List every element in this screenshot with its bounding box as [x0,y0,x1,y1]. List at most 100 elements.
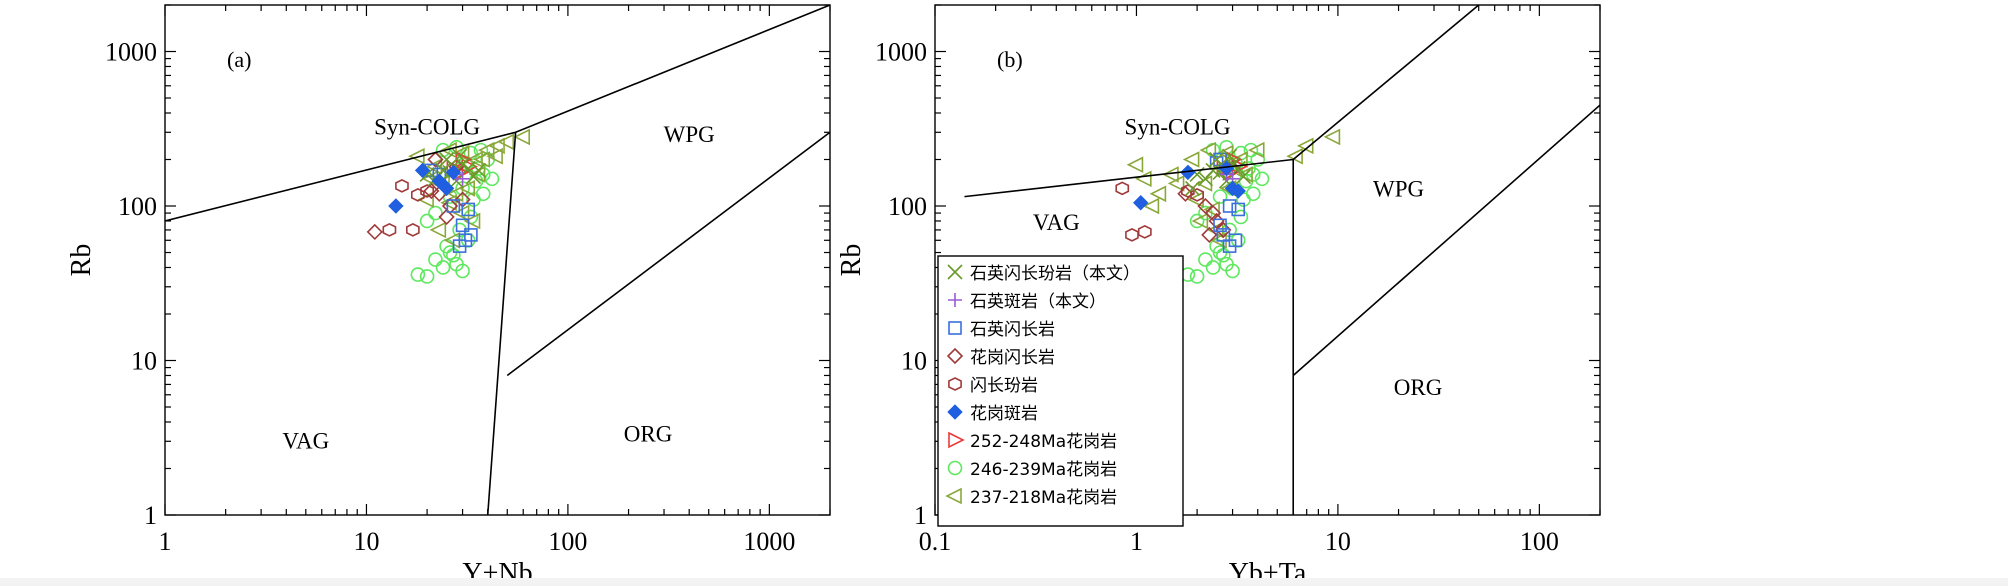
x-tick-label: 10 [1325,527,1351,556]
data-point-g237 [1187,191,1204,208]
data-point-qdp [452,148,468,164]
data-point-g246 [1233,209,1249,225]
panel-label: (b) [997,47,1023,72]
field-label: Syn-COLG [1125,115,1231,140]
data-point-g246 [1205,260,1221,275]
data-point-g237 [473,151,491,168]
legend-item: 246-239Ma花岗岩 [947,460,1117,480]
axis-ticks [164,4,831,516]
data-point-gd [366,223,383,241]
data-point-g246 [484,171,500,187]
data-point-g246 [428,205,443,221]
x-tick-label: 1000 [743,527,795,556]
data-point-qd [455,218,470,233]
field-boundaries [165,5,830,515]
field-boundary-line [1292,104,1600,377]
x-tick-label: 0.1 [919,527,952,556]
legend-item: 石英闪长岩 [948,320,1055,340]
data-point-qd [1213,218,1227,233]
data-point-g246 [419,269,435,284]
data-point-g237 [513,128,531,146]
legend-marker-g237 [945,487,962,505]
data-point-dp [420,184,434,198]
data-point-qd [1216,228,1231,242]
data-point-gp [438,180,455,197]
data-point-g237 [1149,185,1167,203]
panel-label: (a) [227,47,251,72]
data-point-g246 [428,252,443,267]
field-boundaries [964,5,1600,515]
data-point-qd [461,202,476,217]
legend-marker-qp [948,293,962,307]
data-point-g237 [486,147,503,165]
data-point-gd [1201,226,1218,244]
data-point-qdp [1235,169,1252,185]
data-point-g237 [1167,175,1185,192]
data-point-g246 [1250,152,1266,167]
data-point-g237 [429,221,447,239]
data-point-g246 [1205,142,1221,158]
data-point-g246 [1254,171,1270,187]
data-point-dp [406,223,420,237]
legend-item: 闪长玢岩 [948,376,1038,396]
data-point-gd [423,182,440,200]
legend-marker-dp [948,377,962,391]
data-point-gp [414,162,431,179]
data-point-g237 [466,151,483,168]
data-point-g237 [440,141,457,159]
legend-label: 石英斑岩（本文） [970,292,1106,312]
data-point-g237 [1182,151,1200,168]
data-point-g246 [455,263,470,279]
data-point-g237 [458,180,476,197]
legend-item: 石英闪长玢岩（本文） [947,264,1140,284]
legend-box [937,255,1184,527]
field-label: VAG [282,428,329,453]
data-point-qdp [1222,148,1238,164]
data-points [1115,128,1341,284]
field-label: Syn-COLG [374,115,480,140]
x-tick-label: 100 [548,527,587,556]
legend-label: 246-239Ma花岗岩 [970,460,1117,480]
legend-item: 花岗闪长岩 [946,347,1055,368]
x-tick-label: 100 [1520,527,1559,556]
legend-marker-g252 [948,431,965,449]
legend-label: 闪长玢岩 [970,376,1038,396]
data-point-qp [455,171,470,186]
data-point-qd [464,228,478,242]
data-point-g237 [1162,166,1179,183]
plot-frame [164,4,831,516]
axis-ticks [934,4,1601,516]
data-point-g246 [1243,142,1259,158]
data-point-gd [438,208,455,226]
data-point-gd [1215,221,1232,239]
data-point-g246 [1189,269,1205,284]
field-boundary-line [1292,5,1480,161]
data-point-gd [427,151,444,168]
y-tick-label: 1000 [875,38,927,67]
data-point-dp [1137,225,1152,239]
legend-label: 花岗斑岩 [970,404,1038,424]
data-point-g237 [452,144,470,162]
data-point-g237 [1323,128,1341,146]
data-point-g237 [488,137,505,155]
legend-marker-qd [948,321,962,335]
field-boundary-line [506,131,830,377]
data-point-g246 [419,213,435,229]
y-tick-label: 1 [914,501,927,530]
data-point-qdp [1230,160,1246,177]
data-point-gp [388,198,404,214]
field-boundary-line [515,5,830,134]
data-point-gd [1204,204,1222,222]
data-point-g237 [1126,156,1144,174]
data-point-dp [1125,228,1139,242]
data-point-gp [1230,183,1246,199]
x-tick-label: 10 [353,527,379,556]
data-point-g246 [1198,252,1213,267]
data-point-g246 [475,186,491,202]
data-point-gp [445,164,462,181]
data-point-qdp [465,169,482,185]
data-point-qd [446,199,461,213]
